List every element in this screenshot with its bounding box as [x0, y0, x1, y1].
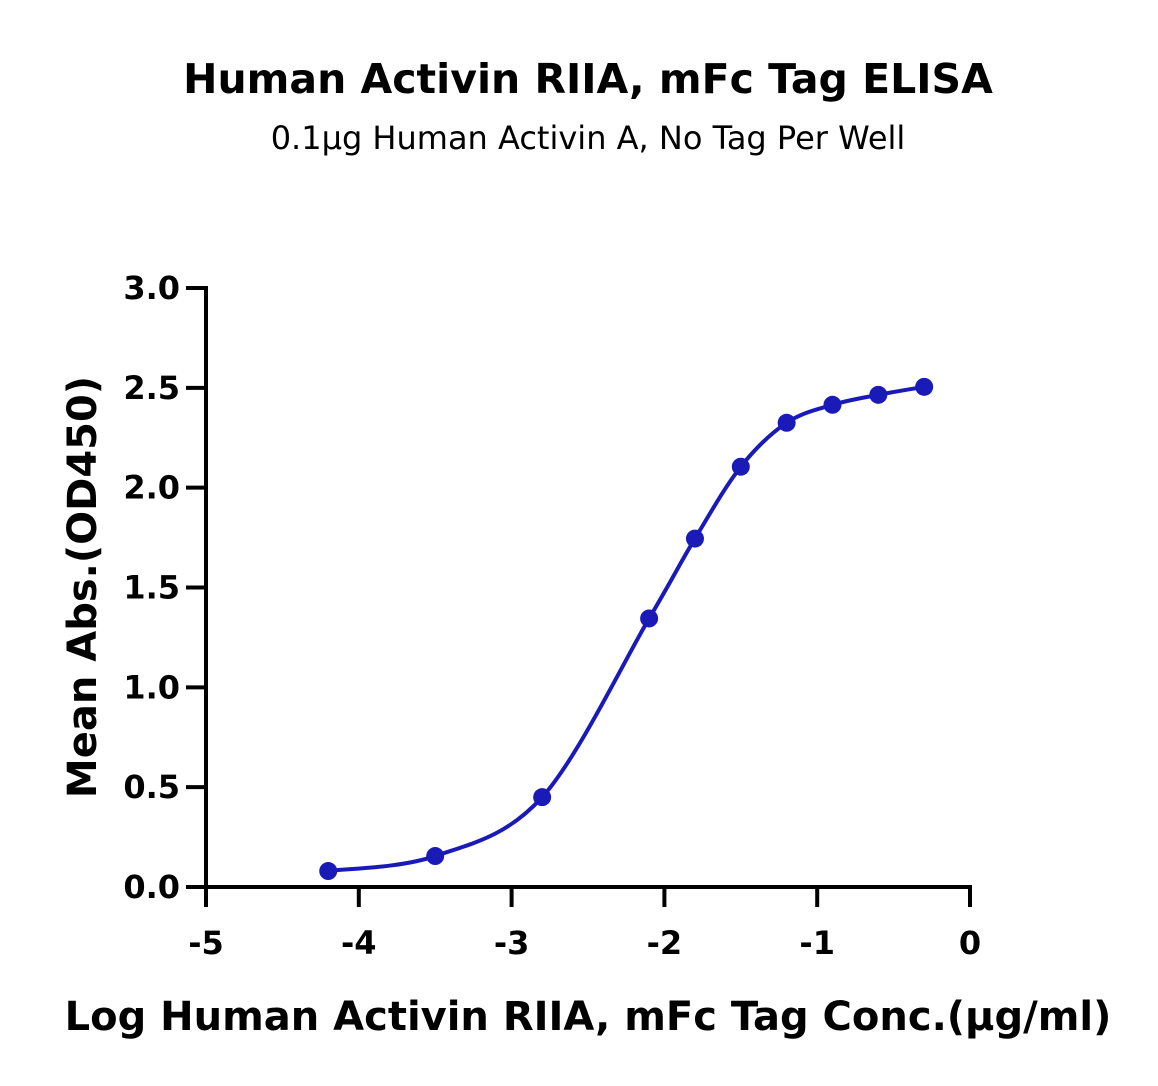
y-tick-label: 0.0 [123, 868, 180, 906]
data-point [915, 377, 934, 396]
data-points [319, 377, 934, 881]
x-tick-label: -5 [188, 924, 224, 962]
data-point [823, 395, 842, 414]
y-tick-label: 3.0 [123, 269, 180, 307]
x-tick-label: -2 [647, 924, 683, 962]
data-point [777, 413, 796, 432]
x-tick-label: -4 [341, 924, 377, 962]
chart-subtitle: 0.1μg Human Activin A, No Tag Per Well [271, 119, 906, 157]
x-axis-label: Log Human Activin RIIA, mFc Tag Conc.(μg… [65, 994, 1112, 1040]
y-axis: 0.0 0.5 1.0 1.5 2.0 2.5 3.0 [123, 269, 208, 906]
fit-curve [327, 384, 925, 874]
x-tick-label: -3 [494, 924, 530, 962]
data-point [640, 609, 659, 628]
x-tick-label: -1 [799, 924, 835, 962]
x-axis: -5 -4 -3 -2 -1 0 [188, 885, 981, 962]
data-point [731, 457, 750, 476]
x-tick-label: 0 [959, 924, 981, 962]
data-point [685, 529, 704, 548]
y-axis-label: Mean Abs.(OD450) [60, 376, 106, 798]
y-tick-label: 1.5 [123, 569, 180, 607]
data-point [533, 788, 552, 807]
data-point [426, 847, 445, 866]
chart-title: Human Activin RIIA, mFc Tag ELISA [183, 55, 993, 103]
y-tick-label: 1.0 [123, 668, 180, 706]
y-tick-label: 2.5 [123, 369, 180, 407]
data-point [319, 862, 338, 881]
data-point [869, 385, 888, 404]
y-tick-label: 0.5 [123, 768, 180, 806]
y-tick-label: 2.0 [123, 469, 180, 507]
